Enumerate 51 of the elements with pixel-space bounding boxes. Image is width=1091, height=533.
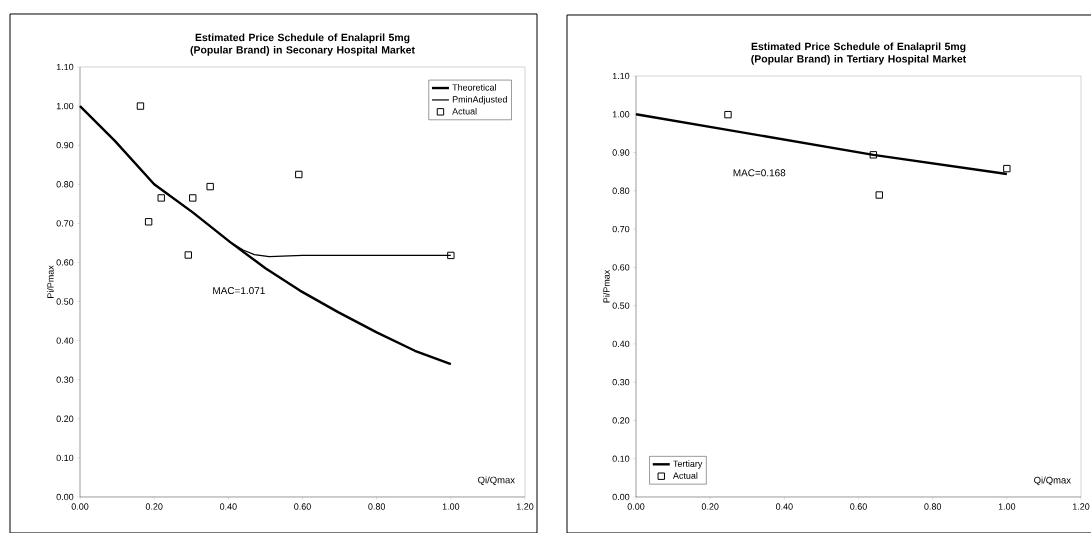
- x-axis-title: Qi/Qmax: [1034, 476, 1071, 486]
- y-tick-label: 0.20: [612, 417, 630, 424]
- x-axis-title: Qi/Qmax: [478, 476, 515, 486]
- y-tick-label: 0.70: [612, 225, 630, 233]
- x-tick-label: 1.20: [1072, 503, 1090, 510]
- y-tick-label: 0.50: [612, 302, 630, 309]
- y-tick-label: 0.10: [612, 455, 630, 462]
- x-tick-label: 0.60: [850, 503, 867, 510]
- y-tick-label: 1.10: [612, 72, 630, 80]
- x-tick-label: 1.00: [998, 503, 1016, 510]
- y-tick-label: 0.40: [612, 340, 630, 348]
- y-tick-label: 0.10: [56, 454, 74, 462]
- y-tick-label: 0.00: [612, 493, 630, 501]
- x-tick-label: 0.20: [701, 503, 719, 510]
- y-tick-label: 0.50: [56, 298, 74, 305]
- y-tick-label: 0.60: [56, 259, 74, 266]
- legend-label: Tertiary: [673, 460, 703, 469]
- y-tick-label: 0.00: [56, 493, 74, 501]
- chart-title: Estimated Price Schedule of Enalapril 5mg (Popular Brand) in Seconary Hospital Market: [190, 33, 415, 56]
- annotation: MAC=0.168: [733, 169, 786, 177]
- y-axis-title: Pi/Pmax: [47, 265, 54, 298]
- legend-label: Theoretical: [452, 84, 496, 91]
- y-tick-label: 1.10: [56, 63, 74, 71]
- x-tick-label: 0.20: [145, 503, 163, 510]
- y-tick-label: 1.00: [612, 111, 630, 118]
- y-tick-label: 0.90: [56, 141, 74, 149]
- y-tick-label: 0.30: [612, 378, 630, 386]
- x-tick-label: 0.00: [627, 503, 645, 510]
- x-tick-label: 0.80: [924, 503, 942, 510]
- y-tick-label: 0.80: [56, 181, 74, 188]
- y-tick-label: 0.20: [56, 415, 74, 422]
- x-tick-label: 1.00: [442, 503, 460, 510]
- x-tick-label: 0.80: [368, 503, 386, 510]
- x-tick-label: 0.00: [71, 503, 89, 510]
- legend-label: PminAdjusted: [452, 95, 507, 105]
- y-tick-label: 0.80: [612, 187, 630, 194]
- y-axis-title: Pi/Pmax: [603, 269, 610, 303]
- annotation: MAC=1.071: [213, 287, 265, 295]
- x-tick-label: 1.20: [516, 503, 534, 510]
- legend-label: Actual: [452, 107, 477, 115]
- x-tick-label: 0.60: [294, 503, 311, 510]
- y-tick-label: 0.40: [56, 337, 74, 344]
- y-tick-label: 0.30: [56, 376, 74, 383]
- y-tick-label: 0.90: [612, 149, 630, 156]
- legend-label: Actual: [672, 472, 698, 479]
- y-tick-label: 0.60: [612, 264, 630, 271]
- chart-title: Estimated Price Schedule of Enalapril 5mg (Popular Brand) in Tertiary Hospital Market: [751, 42, 967, 65]
- x-tick-label: 0.40: [775, 503, 793, 510]
- x-tick-label: 0.40: [219, 503, 237, 510]
- y-tick-label: 1.00: [56, 102, 74, 110]
- y-tick-label: 0.70: [56, 220, 74, 227]
